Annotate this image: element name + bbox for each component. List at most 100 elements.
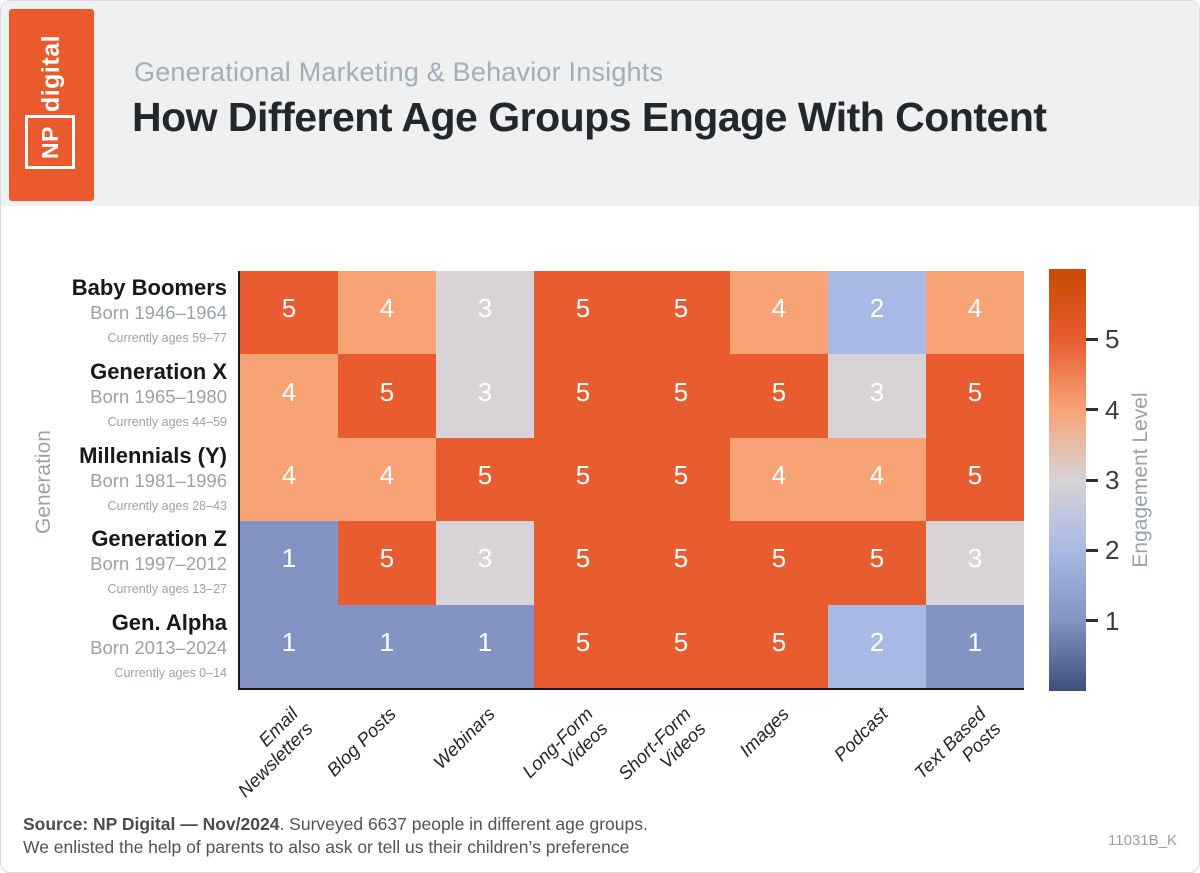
heatmap-cell-value: 4 — [379, 459, 395, 490]
heatmap-cell: 2 — [828, 604, 926, 688]
heatmap-cell-value: 4 — [771, 293, 787, 324]
heatmap-cell: 5 — [632, 437, 730, 522]
heatmap-cell: 5 — [632, 521, 730, 605]
heatmap-cell-value: 5 — [771, 376, 787, 407]
heatmap-cell-value: 4 — [281, 376, 297, 407]
heatmap-cell: 4 — [240, 437, 338, 522]
np-digital-logo: digital NP — [9, 9, 94, 201]
heatmap-cell-value: 4 — [281, 459, 297, 490]
colorbar-tick-label: 1 — [1105, 605, 1120, 636]
row-label-name: Gen. Alpha — [111, 610, 227, 636]
heatmap-cell: 5 — [534, 271, 632, 355]
heatmap-cell: 5 — [632, 354, 730, 438]
heatmap-cell: 5 — [534, 354, 632, 438]
heatmap-cell-value: 3 — [477, 293, 493, 324]
row-label-born: Born 2013–2024 — [90, 637, 227, 659]
row-label: Generation Z Born 1997–2012 Currently ages… — [1, 526, 227, 597]
heatmap-cell-value: 1 — [379, 626, 395, 657]
reference-code: 11031B_K — [1108, 832, 1177, 849]
heatmap-cell: 5 — [240, 271, 338, 355]
heatmap-cell: 4 — [926, 271, 1024, 355]
heatmap-cell: 4 — [730, 437, 828, 522]
heatmap-cell-value: 3 — [477, 376, 493, 407]
source-line: Source: NP Digital — Nov/2024. Surveyed … — [23, 813, 648, 835]
heatmap-cell: 5 — [632, 271, 730, 355]
row-label-born: Born 1997–2012 — [90, 553, 227, 575]
heatmap-cell-value: 5 — [771, 626, 787, 657]
heatmap-cell-value: 4 — [379, 293, 395, 324]
colorbar-tick — [1086, 408, 1098, 412]
heatmap-cell: 3 — [436, 354, 534, 438]
heatmap-grid: 5 4 3 5 5 4 2 4 4 5 3 5 5 5 3 5 4 4 5 5 5 4 4 5 1 5 3 5 5 5 5 3 1 1 1 5 5 5 2 1 — [238, 271, 1024, 690]
colorbar — [1049, 269, 1086, 691]
heatmap-cell: 3 — [436, 271, 534, 355]
heatmap-cell: 5 — [338, 354, 436, 438]
row-label-ages: Currently ages 44–59 — [107, 414, 227, 429]
heatmap-cell: 5 — [534, 437, 632, 522]
heatmap-cell-value: 1 — [477, 626, 493, 657]
row-label-ages: Currently ages 0–14 — [114, 666, 227, 681]
row-label: Millennials (Y) Born 1981–1996 Currently a… — [1, 443, 227, 514]
row-label-ages: Currently ages 13–27 — [107, 582, 227, 597]
heatmap-cell-value: 5 — [575, 459, 591, 490]
row-label: Baby Boomers Born 1946–1964 Currently ages… — [1, 275, 227, 346]
heatmap-cell-value: 5 — [575, 543, 591, 574]
heatmap-cell: 4 — [338, 271, 436, 355]
colorbar-tick-label: 3 — [1105, 465, 1120, 495]
row-label-name: Baby Boomers — [71, 275, 227, 300]
row-label-name: Generation Z — [91, 526, 227, 552]
heatmap-cell: 4 — [240, 354, 338, 438]
heatmap-cell-value: 3 — [967, 543, 983, 574]
heatmap-cell: 5 — [534, 604, 632, 688]
heatmap-cell: 4 — [338, 437, 436, 522]
heatmap-cell-value: 5 — [477, 459, 493, 490]
heatmap-cell: 5 — [632, 604, 730, 688]
heatmap-cell-value: 5 — [575, 293, 591, 324]
heatmap-cell-value: 5 — [673, 293, 689, 324]
heatmap-cell: 1 — [240, 604, 338, 688]
heatmap-cell-value: 5 — [379, 543, 395, 574]
heatmap-cell-value: 5 — [673, 459, 689, 490]
colorbar-tick — [1086, 548, 1098, 552]
colorbar-label: Engagement Level — [1129, 392, 1152, 568]
colorbar-tick-label: 2 — [1105, 535, 1120, 566]
row-label-ages: Currently ages 28–43 — [107, 498, 227, 513]
heatmap-cell: 5 — [926, 354, 1024, 438]
source-rest: . Surveyed 6637 people in different age … — [279, 814, 648, 834]
colorbar-tick-label: 4 — [1105, 394, 1120, 425]
heatmap-cell-value: 5 — [575, 376, 591, 407]
logo-np-badge: NP — [25, 115, 75, 169]
heatmap-cell-value: 1 — [281, 626, 297, 657]
colorbar-tick — [1086, 337, 1098, 341]
heatmap-cell-value: 5 — [869, 543, 885, 574]
heatmap-cell: 5 — [730, 521, 828, 605]
header-band: Generational Marketing & Behavior Insigh… — [1, 1, 1199, 206]
heatmap-cell-value: 5 — [967, 459, 983, 490]
heatmap-cell: 5 — [730, 354, 828, 438]
heatmap-cell-value: 5 — [379, 376, 395, 407]
colorbar-tick-label: 5 — [1105, 324, 1120, 355]
logo-digital-text: digital — [36, 34, 65, 112]
heatmap-cell-value: 4 — [869, 459, 885, 490]
heatmap-cell-value: 1 — [281, 543, 297, 574]
row-label: Gen. Alpha Born 2013–2024 Currently ages 0… — [1, 610, 227, 681]
heatmap-cell-value: 5 — [281, 293, 297, 324]
source-bold: Source: NP Digital — Nov/2024 — [23, 814, 280, 834]
heatmap-cell-value: 4 — [967, 293, 983, 324]
heatmap-cell-value: 3 — [869, 376, 885, 407]
heatmap-cell-value: 5 — [575, 626, 591, 657]
heatmap-cell: 1 — [240, 521, 338, 605]
row-label-born: Born 1965–1980 — [90, 385, 227, 407]
colorbar-tick — [1086, 478, 1098, 482]
heatmap-cell-value: 4 — [771, 459, 787, 490]
heatmap-cell-value: 5 — [673, 543, 689, 574]
heatmap-cell: 5 — [730, 604, 828, 688]
heatmap-cell-value: 3 — [477, 543, 493, 574]
heatmap-cell-value: 5 — [673, 626, 689, 657]
col-label: Text Based Posts — [812, 703, 1005, 872]
heatmap-cell-value: 5 — [967, 376, 983, 407]
heatmap-cell: 1 — [926, 604, 1024, 688]
chart-title: How Different Age Groups Engage With Con… — [132, 94, 1047, 140]
heatmap-cell: 1 — [338, 604, 436, 688]
